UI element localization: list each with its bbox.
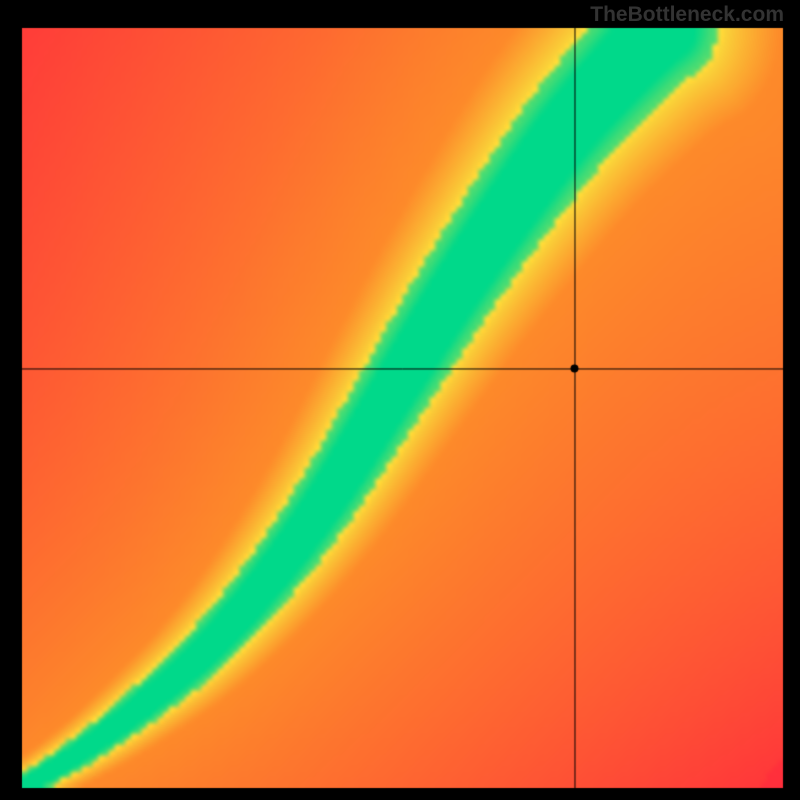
chart-container: TheBottleneck.com: [0, 0, 800, 800]
heatmap-chart: [0, 0, 800, 800]
watermark-text: TheBottleneck.com: [590, 3, 784, 27]
